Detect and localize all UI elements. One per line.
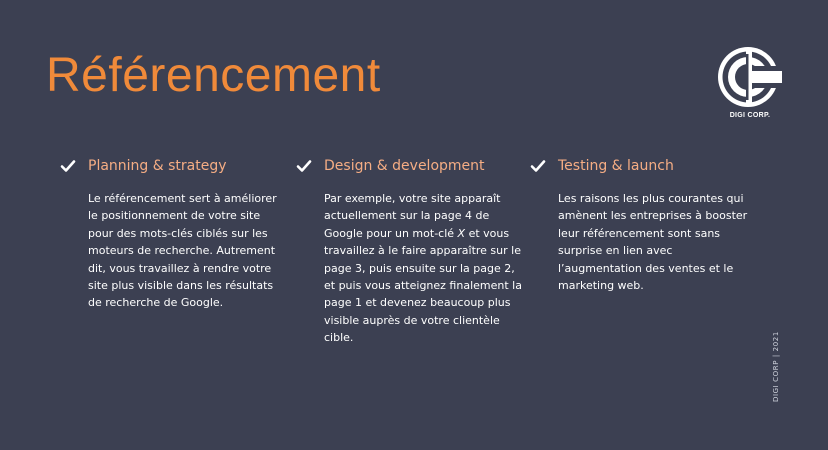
side-footer-text: DIGI CORP | 2021 (772, 331, 780, 402)
column-header: Planning & strategy (60, 156, 260, 178)
checkmark-icon (60, 160, 76, 172)
logo-text: DIGI CORP. (729, 112, 771, 119)
checkmark-icon (530, 160, 546, 172)
company-logo: DIGI CORP. (716, 44, 784, 128)
column-body: Les raisons les plus courantes qui amène… (558, 192, 748, 293)
body-text-start: Par exemple, votre site apparaît actuell… (324, 192, 501, 240)
body-text-end: et vous travaillez à le faire apparaître… (324, 226, 522, 345)
page-title: Référencement (46, 49, 381, 102)
column-planning: Planning & strategy Le référencement ser… (60, 156, 277, 312)
column-heading: Planning & strategy (88, 158, 227, 174)
column-testing: Testing & launch Les raisons les plus co… (530, 156, 747, 294)
column-body: Le référencement sert à améliorer le pos… (88, 192, 277, 310)
column-header: Testing & launch (530, 156, 730, 178)
column-heading: Testing & launch (558, 158, 674, 174)
column-header: Design & development (296, 156, 496, 178)
body-text-italic: X (457, 226, 466, 240)
checkmark-icon (296, 160, 312, 172)
column-heading: Design & development (324, 158, 485, 174)
logo-mark-icon (718, 47, 782, 107)
column-body: Par exemple, votre site apparaît actuell… (324, 190, 522, 347)
column-design: Design & development Par exemple, votre … (296, 156, 522, 347)
